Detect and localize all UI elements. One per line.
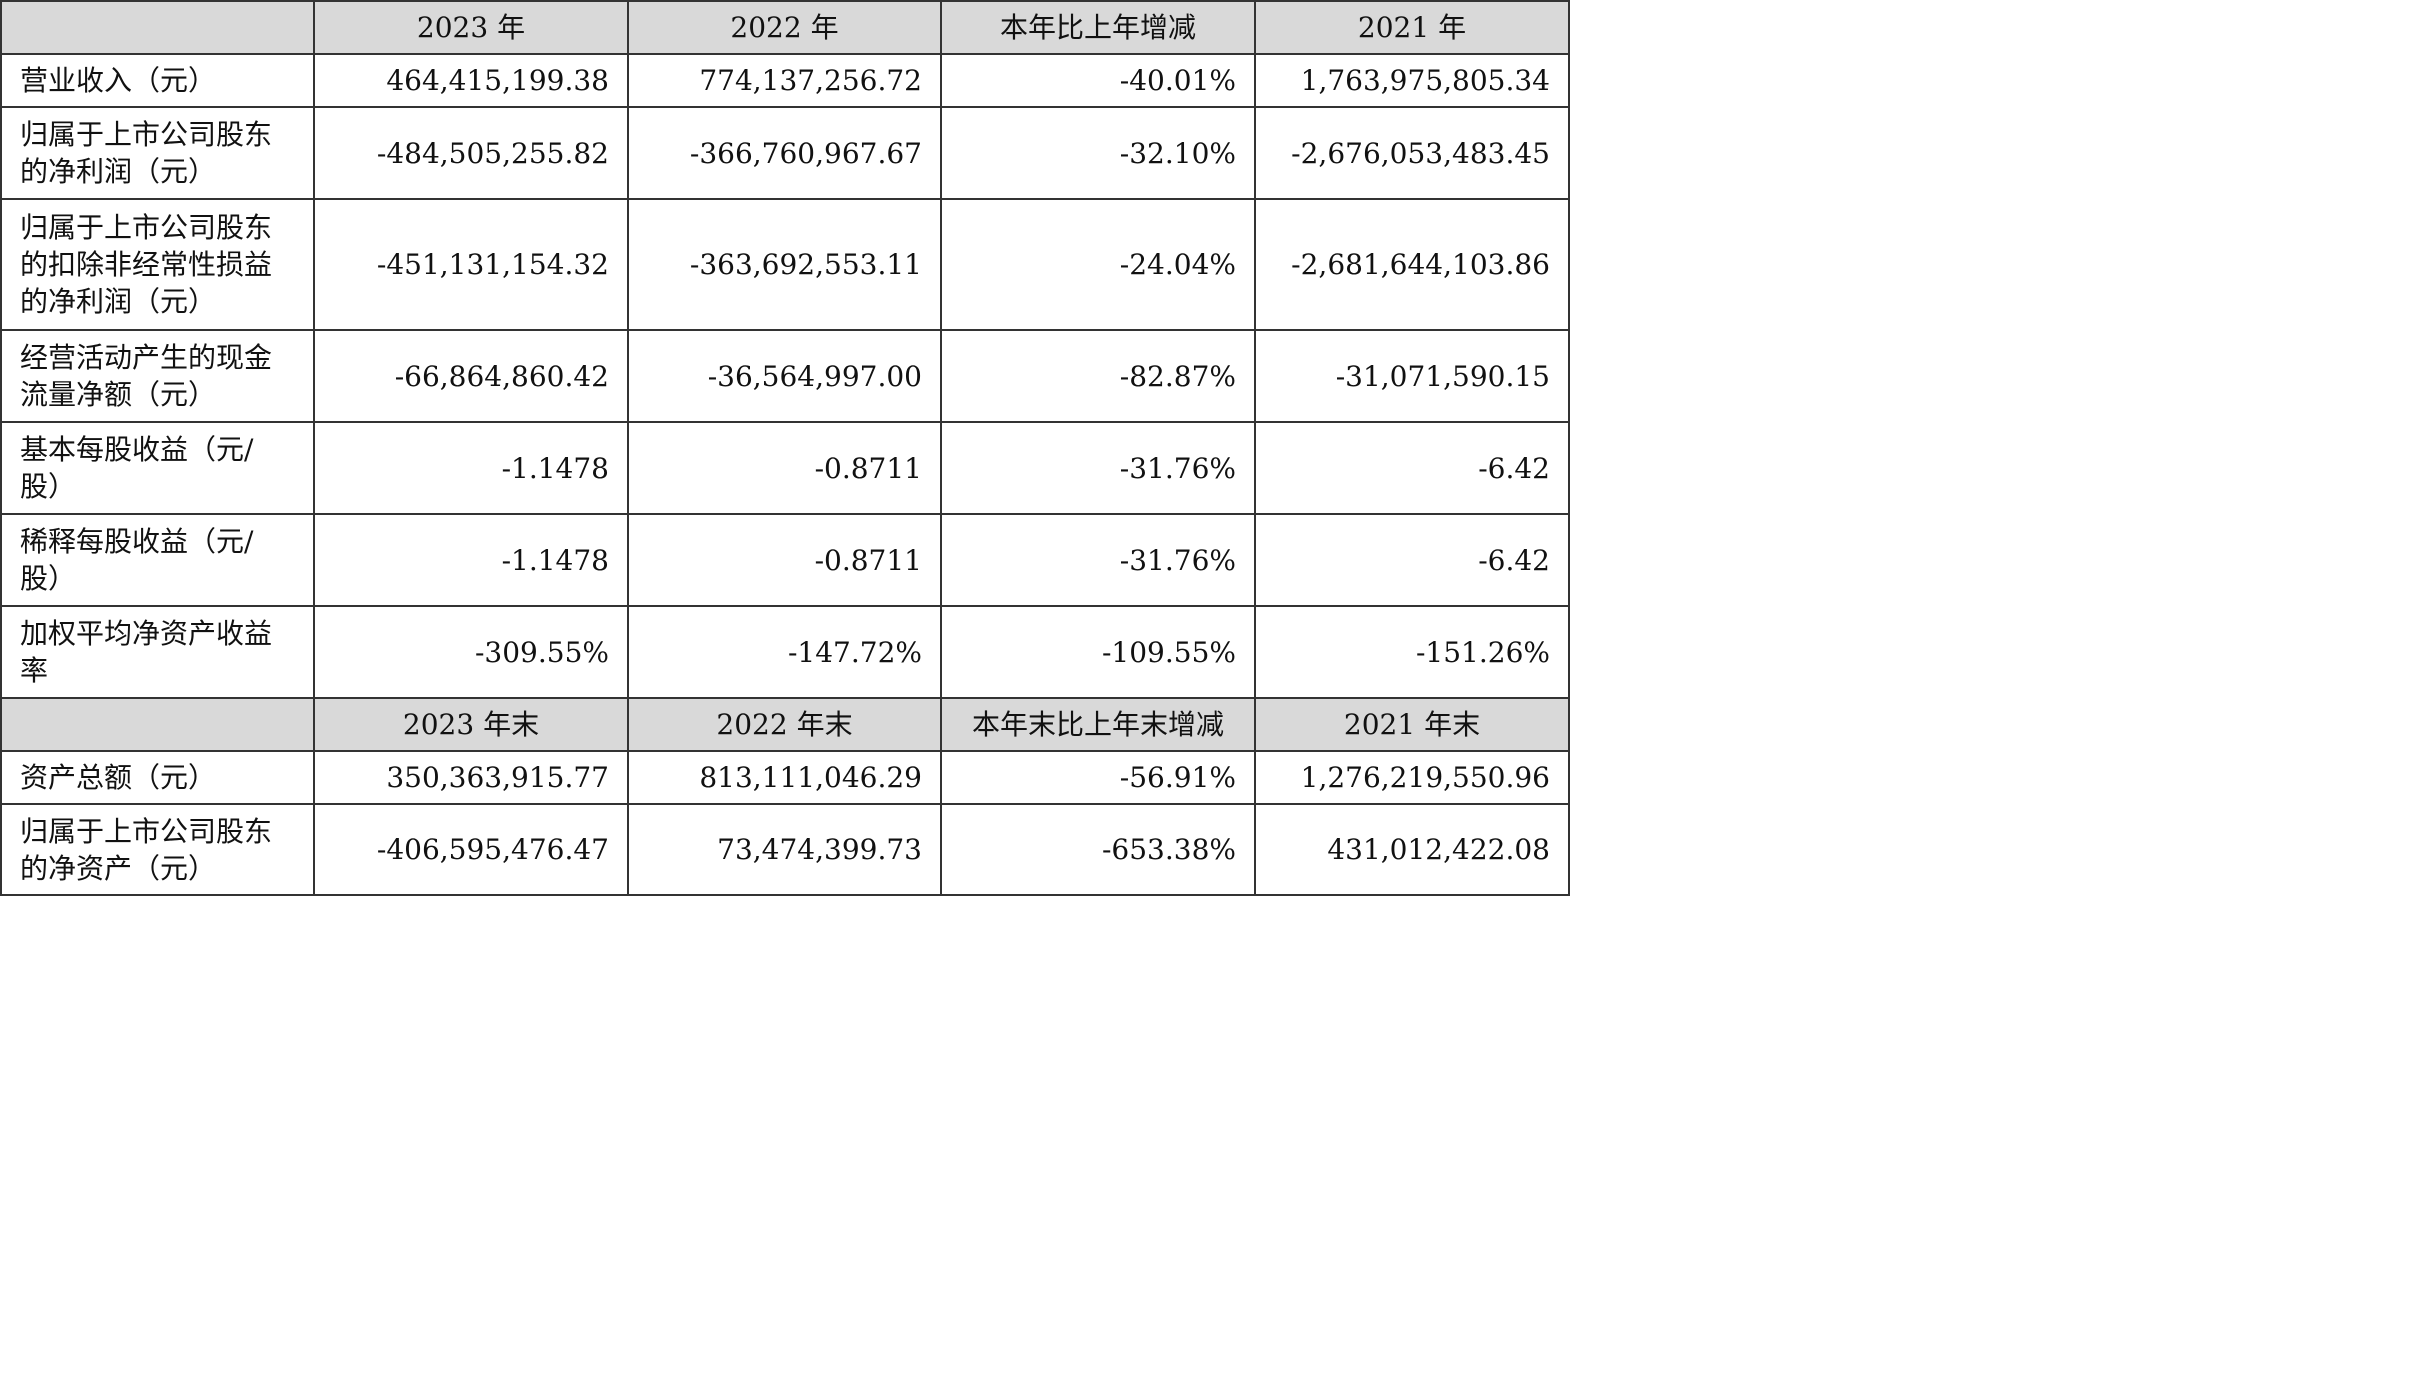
value-cell: -653.38% — [940, 803, 1256, 896]
row-label: 基本每股收益（元/股） — [0, 421, 315, 515]
value-cell: -31.76% — [940, 513, 1256, 607]
value-cell: -0.8711 — [627, 421, 942, 515]
financial-summary-table: 2023 年 2022 年 本年比上年增减 2021 年 营业收入（元） 464… — [0, 0, 1570, 896]
value-cell: -31,071,590.15 — [1254, 329, 1570, 423]
row-label: 资产总额（元） — [0, 750, 315, 805]
value-cell: -82.87% — [940, 329, 1256, 423]
row-label: 归属于上市公司股东的净利润（元） — [0, 106, 315, 200]
value-cell: 774,137,256.72 — [627, 53, 942, 108]
table-row: 营业收入（元） 464,415,199.38 774,137,256.72 -4… — [0, 53, 1570, 108]
header-corner-cell — [0, 0, 315, 55]
row-label: 营业收入（元） — [0, 53, 315, 108]
table-header-row: 2023 年末 2022 年末 本年末比上年末增减 2021 年末 — [0, 697, 1570, 752]
header-cell: 本年末比上年末增减 — [940, 697, 1256, 752]
value-cell: -1.1478 — [313, 421, 629, 515]
row-label: 加权平均净资产收益率 — [0, 605, 315, 699]
value-cell: 813,111,046.29 — [627, 750, 942, 805]
header-cell: 2021 年末 — [1254, 697, 1570, 752]
value-cell: -0.8711 — [627, 513, 942, 607]
row-label: 经营活动产生的现金流量净额（元） — [0, 329, 315, 423]
value-cell: -24.04% — [940, 198, 1256, 331]
table-header-row: 2023 年 2022 年 本年比上年增减 2021 年 — [0, 0, 1570, 55]
value-cell: -6.42 — [1254, 513, 1570, 607]
value-cell: 73,474,399.73 — [627, 803, 942, 896]
value-cell: 1,763,975,805.34 — [1254, 53, 1570, 108]
value-cell: 350,363,915.77 — [313, 750, 629, 805]
table-row: 稀释每股收益（元/股） -1.1478 -0.8711 -31.76% -6.4… — [0, 513, 1570, 607]
value-cell: -151.26% — [1254, 605, 1570, 699]
value-cell: -363,692,553.11 — [627, 198, 942, 331]
header-cell: 本年比上年增减 — [940, 0, 1256, 55]
value-cell: -406,595,476.47 — [313, 803, 629, 896]
value-cell: -36,564,997.00 — [627, 329, 942, 423]
value-cell: 431,012,422.08 — [1254, 803, 1570, 896]
row-label: 稀释每股收益（元/股） — [0, 513, 315, 607]
value-cell: -451,131,154.32 — [313, 198, 629, 331]
value-cell: 464,415,199.38 — [313, 53, 629, 108]
table-row: 归属于上市公司股东的扣除非经常性损益的净利润（元） -451,131,154.3… — [0, 198, 1570, 331]
header-cell: 2021 年 — [1254, 0, 1570, 55]
value-cell: -6.42 — [1254, 421, 1570, 515]
table-row: 加权平均净资产收益率 -309.55% -147.72% -109.55% -1… — [0, 605, 1570, 699]
value-cell: -56.91% — [940, 750, 1256, 805]
header-cell: 2022 年末 — [627, 697, 942, 752]
value-cell: -32.10% — [940, 106, 1256, 200]
row-label: 归属于上市公司股东的净资产（元） — [0, 803, 315, 896]
header-cell: 2023 年 — [313, 0, 629, 55]
table-row: 基本每股收益（元/股） -1.1478 -0.8711 -31.76% -6.4… — [0, 421, 1570, 515]
value-cell: -2,676,053,483.45 — [1254, 106, 1570, 200]
header-cell: 2022 年 — [627, 0, 942, 55]
header-cell: 2023 年末 — [313, 697, 629, 752]
value-cell: -31.76% — [940, 421, 1256, 515]
value-cell: -484,505,255.82 — [313, 106, 629, 200]
value-cell: -66,864,860.42 — [313, 329, 629, 423]
value-cell: -1.1478 — [313, 513, 629, 607]
value-cell: -109.55% — [940, 605, 1256, 699]
value-cell: 1,276,219,550.96 — [1254, 750, 1570, 805]
table-row: 资产总额（元） 350,363,915.77 813,111,046.29 -5… — [0, 750, 1570, 805]
table-row: 归属于上市公司股东的净资产（元） -406,595,476.47 73,474,… — [0, 803, 1570, 896]
table-row: 经营活动产生的现金流量净额（元） -66,864,860.42 -36,564,… — [0, 329, 1570, 423]
value-cell: -2,681,644,103.86 — [1254, 198, 1570, 331]
table-row: 归属于上市公司股东的净利润（元） -484,505,255.82 -366,76… — [0, 106, 1570, 200]
value-cell: -40.01% — [940, 53, 1256, 108]
value-cell: -309.55% — [313, 605, 629, 699]
value-cell: -366,760,967.67 — [627, 106, 942, 200]
value-cell: -147.72% — [627, 605, 942, 699]
row-label: 归属于上市公司股东的扣除非经常性损益的净利润（元） — [0, 198, 315, 331]
header-corner-cell — [0, 697, 315, 752]
